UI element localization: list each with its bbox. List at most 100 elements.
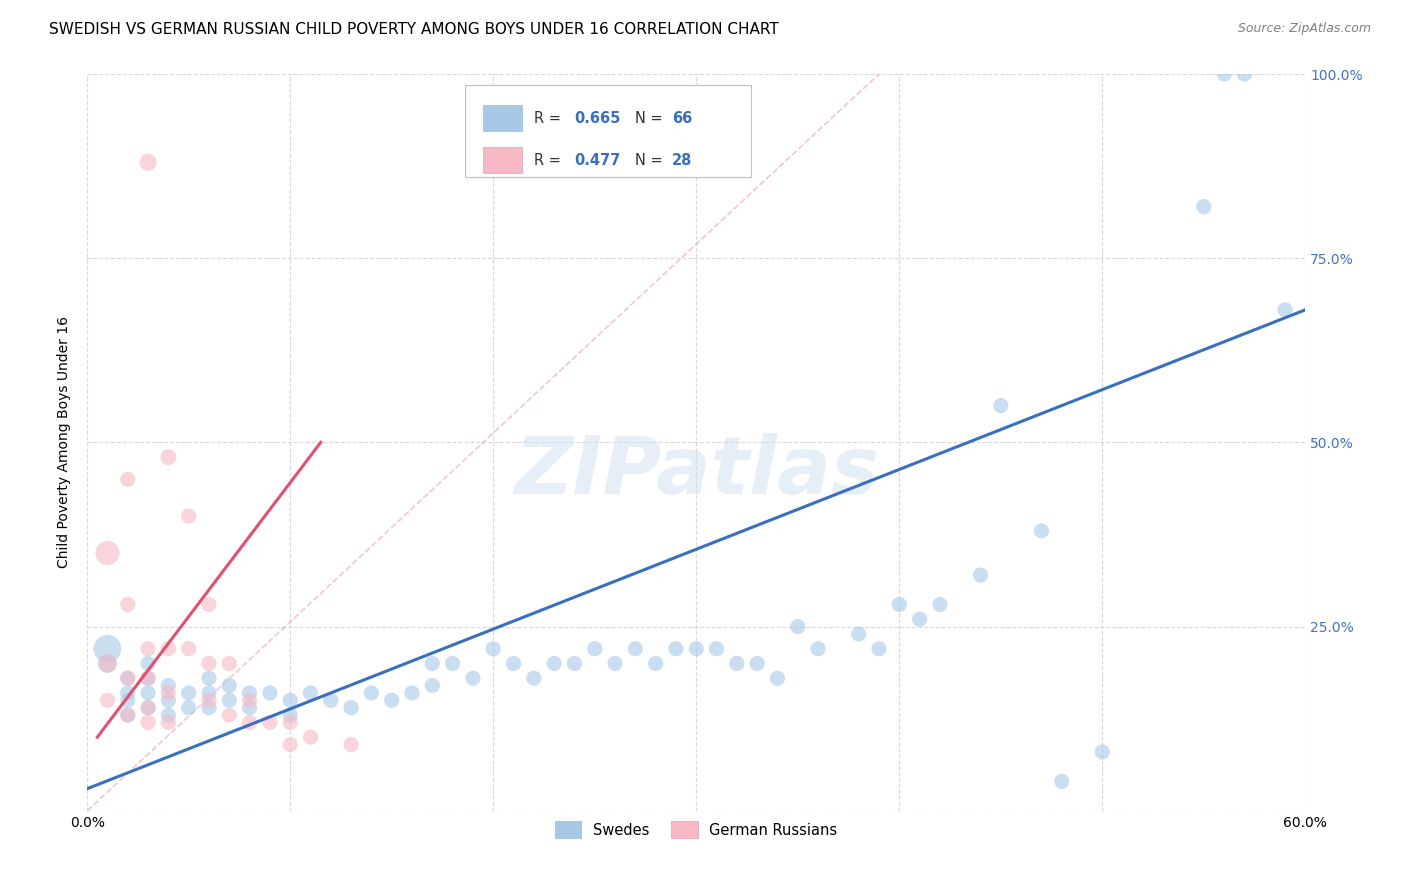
Point <box>624 641 647 656</box>
Legend: Swedes, German Russians: Swedes, German Russians <box>550 815 844 844</box>
Point <box>198 598 221 612</box>
Point <box>889 598 911 612</box>
Text: N =: N = <box>636 153 668 169</box>
Point <box>136 686 159 700</box>
Text: 66: 66 <box>672 111 692 126</box>
Y-axis label: Child Poverty Among Boys Under 16: Child Poverty Among Boys Under 16 <box>58 317 72 568</box>
Point <box>259 686 281 700</box>
Point <box>157 686 180 700</box>
Text: N =: N = <box>636 111 668 126</box>
Point <box>706 641 728 656</box>
Point <box>502 657 524 671</box>
Point <box>299 686 322 700</box>
Point <box>786 620 808 634</box>
Point <box>117 708 139 723</box>
Point <box>157 641 180 656</box>
Text: R =: R = <box>534 111 565 126</box>
Point <box>117 708 139 723</box>
Point <box>177 686 200 700</box>
Point <box>136 671 159 685</box>
Point <box>278 708 301 723</box>
Bar <box>484 147 522 173</box>
FancyBboxPatch shape <box>465 85 751 178</box>
Point <box>725 657 748 671</box>
Point <box>136 155 159 169</box>
Point <box>117 598 139 612</box>
Point <box>990 399 1012 413</box>
Point <box>482 641 505 656</box>
Point <box>848 627 870 641</box>
Point <box>117 693 139 707</box>
Bar <box>484 105 522 131</box>
Point <box>461 671 484 685</box>
Point <box>96 657 118 671</box>
Point <box>177 700 200 714</box>
Point <box>136 700 159 714</box>
Point <box>218 657 240 671</box>
Point <box>96 693 118 707</box>
Point <box>603 657 626 671</box>
Point <box>401 686 423 700</box>
Point <box>239 700 262 714</box>
Point <box>1091 745 1114 759</box>
Text: SWEDISH VS GERMAN RUSSIAN CHILD POVERTY AMONG BOYS UNDER 16 CORRELATION CHART: SWEDISH VS GERMAN RUSSIAN CHILD POVERTY … <box>49 22 779 37</box>
Point <box>96 657 118 671</box>
Point <box>278 715 301 730</box>
Point <box>807 641 830 656</box>
Point <box>340 700 363 714</box>
Point <box>747 657 769 671</box>
Point <box>340 738 363 752</box>
Text: 0.665: 0.665 <box>575 111 621 126</box>
Point <box>136 657 159 671</box>
Point <box>96 546 118 560</box>
Point <box>1233 67 1256 81</box>
Point <box>1192 200 1215 214</box>
Point <box>360 686 382 700</box>
Point <box>157 450 180 465</box>
Point <box>278 738 301 752</box>
Point <box>198 693 221 707</box>
Point <box>969 568 991 582</box>
Point <box>319 693 342 707</box>
Text: 0.477: 0.477 <box>575 153 620 169</box>
Point <box>177 641 200 656</box>
Point <box>239 693 262 707</box>
Text: ZIPatlas: ZIPatlas <box>513 433 879 511</box>
Point <box>136 715 159 730</box>
Point <box>929 598 952 612</box>
Text: 28: 28 <box>672 153 692 169</box>
Point <box>157 708 180 723</box>
Point <box>218 679 240 693</box>
Point <box>117 671 139 685</box>
Point <box>583 641 606 656</box>
Point <box>157 679 180 693</box>
Point <box>420 657 443 671</box>
Point <box>523 671 546 685</box>
Point <box>299 730 322 744</box>
Point <box>278 693 301 707</box>
Point <box>1050 774 1073 789</box>
Point <box>136 641 159 656</box>
Point <box>868 641 890 656</box>
Point <box>117 686 139 700</box>
Point <box>239 686 262 700</box>
Point <box>766 671 789 685</box>
Text: R =: R = <box>534 153 565 169</box>
Point <box>157 693 180 707</box>
Point <box>259 715 281 730</box>
Point <box>96 641 118 656</box>
Point <box>117 472 139 486</box>
Point <box>908 612 931 626</box>
Point <box>117 671 139 685</box>
Point <box>177 509 200 524</box>
Point <box>218 708 240 723</box>
Point <box>543 657 565 671</box>
Point <box>1213 67 1236 81</box>
Point <box>218 693 240 707</box>
Point <box>157 715 180 730</box>
Point <box>198 686 221 700</box>
Text: Source: ZipAtlas.com: Source: ZipAtlas.com <box>1237 22 1371 36</box>
Point <box>136 671 159 685</box>
Point <box>1274 302 1296 317</box>
Point <box>441 657 464 671</box>
